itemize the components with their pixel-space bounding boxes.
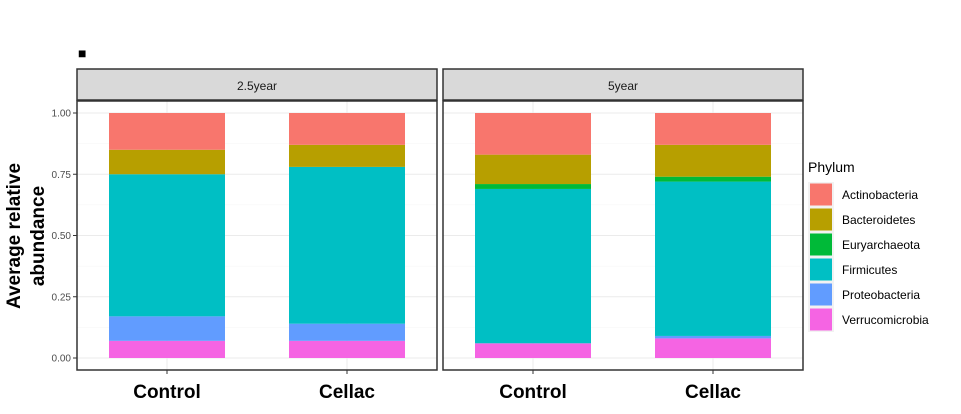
bar-segment-proteobacteria	[289, 323, 405, 341]
legend-swatch-bacteroidetes	[810, 208, 832, 231]
bar-segment-firmicutes	[475, 188, 591, 344]
bar-segment-verrucomicrobia	[475, 343, 591, 358]
legend-label: Euryarchaeota	[842, 238, 920, 252]
bar-segment-bacteroidetes	[655, 144, 771, 177]
facet-label: 2.5year	[237, 79, 277, 93]
legend-swatch-verrucomicrobia	[810, 308, 832, 331]
y-tick-label: 0.50	[52, 231, 72, 242]
facet-strip-5year: 5year	[442, 68, 804, 101]
bar-segment-actinobacteria	[289, 113, 405, 145]
bar-segment-verrucomicrobia	[109, 340, 225, 358]
legend-swatch-actinobacteria	[810, 183, 832, 206]
bar-segment-bacteroidetes	[109, 149, 225, 175]
y-tick-label: 0.00	[52, 354, 72, 365]
legend-swatch-proteobacteria	[810, 283, 832, 306]
bar-segment-actinobacteria	[475, 113, 591, 155]
bar-segment-bacteroidetes	[289, 144, 405, 167]
legend: Phylum Actinobacteria Bacteroidetes Euryar…	[808, 159, 929, 332]
bar-segment-actinobacteria	[655, 113, 771, 145]
y-axis: 0.00 0.25 0.50 0.75 1.00	[52, 109, 77, 365]
y-axis-label-line-1: Average relative	[4, 163, 25, 309]
x-category-label: Control	[133, 382, 201, 403]
panel-5year	[442, 100, 804, 371]
bar-segment-verrucomicrobia	[289, 340, 405, 358]
bar-segment-proteobacteria	[109, 316, 225, 341]
bar-segment-euryarchaeota	[475, 184, 591, 189]
legend-label: Actinobacteria	[842, 188, 918, 202]
x-category-label: Control	[499, 382, 567, 403]
x-axis-labels: Control Cellac Control Cellac	[133, 370, 741, 403]
bar-segment-proteobacteria	[655, 335, 771, 339]
y-axis-label-line-2: abundance	[28, 186, 49, 286]
panel-tag: ■	[78, 45, 86, 61]
legend-label: Firmicutes	[842, 263, 897, 277]
y-tick-label: 1.00	[52, 109, 72, 120]
x-category-label: Cellac	[685, 382, 741, 403]
y-axis-label: Average relative abundance	[4, 163, 49, 309]
legend-label: Verrucomicrobia	[842, 313, 929, 327]
bar-segment-firmicutes	[109, 174, 225, 317]
y-tick-label: 0.75	[52, 170, 72, 181]
legend-swatch-firmicutes	[810, 258, 832, 281]
facet-strip-2.5year: 2.5year	[76, 68, 438, 101]
legend-label: Proteobacteria	[842, 288, 920, 302]
panel-border	[442, 100, 804, 371]
bar-segment-firmicutes	[655, 181, 771, 336]
facet-label: 5year	[608, 79, 638, 93]
legend-label: Bacteroidetes	[842, 213, 915, 227]
legend-title: Phylum	[808, 159, 855, 175]
bar-segment-euryarchaeota	[655, 176, 771, 182]
bar-segment-actinobacteria	[109, 113, 225, 150]
legend-swatch-euryarchaeota	[810, 233, 832, 256]
bar-segment-verrucomicrobia	[655, 338, 771, 358]
panel-2.5year	[76, 100, 438, 371]
y-tick-label: 0.25	[52, 292, 72, 303]
bar-segment-bacteroidetes	[475, 154, 591, 185]
x-category-label: Cellac	[319, 382, 375, 403]
bar-segment-firmicutes	[289, 166, 405, 324]
